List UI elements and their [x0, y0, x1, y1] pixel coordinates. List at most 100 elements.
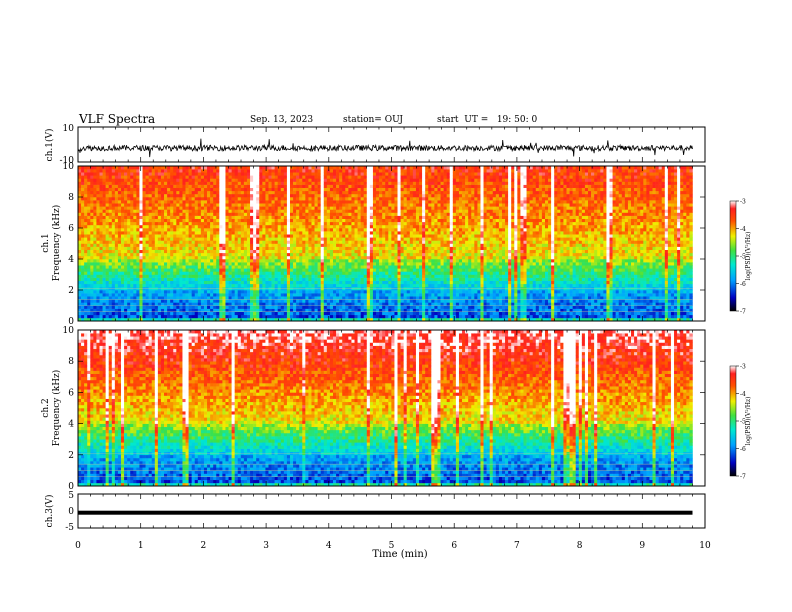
spectrogram-cell: [124, 314, 128, 319]
spectrogram-cell: [311, 209, 315, 213]
spectrogram-cell: [108, 166, 113, 170]
spectrogram-cell: [139, 228, 143, 232]
spectrogram-cell: [243, 190, 248, 195]
spectrogram-cell: [188, 181, 192, 185]
spectrogram-cell: [246, 277, 251, 281]
spectrogram-cell: [317, 190, 322, 195]
spectrogram-cell: [90, 215, 94, 219]
spectrogram-cell: [111, 243, 116, 247]
spectrogram-cell: [78, 265, 82, 269]
spectrogram-cell: [105, 308, 110, 312]
spectrogram-cell: [286, 209, 291, 213]
spectrogram-cell: [124, 231, 128, 235]
spectrogram-cell: [179, 218, 183, 223]
spectrogram-cell: [151, 221, 156, 226]
ch1-waveform-panel: 10 -10 ch.1(V): [44, 124, 706, 166]
spectrogram-cell: [203, 274, 208, 278]
spectrogram-cell: [194, 231, 199, 235]
spectrogram-cell: [145, 200, 149, 204]
spectrogram-cell: [274, 283, 278, 288]
spectrogram-cell: [207, 262, 211, 266]
spectrogram-cell: [154, 265, 159, 269]
spectrogram-cell: [329, 243, 334, 247]
spectrogram-cell: [240, 314, 245, 319]
spectrogram-cell: [240, 249, 245, 254]
spectrogram-cell: [323, 184, 328, 188]
spectrogram-cell: [265, 221, 269, 226]
spectrogram-cell: [216, 190, 220, 195]
spectrogram-cell: [136, 268, 140, 272]
spectrogram-cell: [182, 212, 186, 216]
spectrogram-cell: [311, 224, 315, 229]
spectrogram-cell: [302, 237, 306, 241]
spectrogram-cell: [185, 259, 189, 263]
spectrogram-cell: [188, 215, 192, 219]
spectrogram-cell: [329, 296, 334, 300]
spectrogram-cell: [154, 166, 159, 170]
spectrogram-cell: [84, 178, 88, 182]
spectrogram-cell: [289, 212, 294, 216]
spectrogram-cell: [164, 268, 168, 272]
spectrogram-cell: [219, 293, 223, 297]
spectrogram-cell: [130, 274, 134, 278]
spectrogram-cell: [286, 302, 291, 306]
spectrogram-cell: [366, 200, 371, 204]
spectrogram-cell: [105, 280, 110, 285]
spectrogram-cell: [259, 200, 263, 204]
spectrogram-cell: [185, 308, 189, 312]
spectrogram-cell: [81, 221, 85, 226]
spectrogram-cell: [372, 190, 377, 195]
spectrogram-cell: [124, 308, 128, 312]
spectrogram-cell: [210, 209, 214, 213]
spectrogram-cell: [108, 283, 113, 288]
spectrogram-cell: [262, 305, 266, 309]
spectrogram-cell: [246, 259, 251, 263]
spectrogram-cell: [286, 203, 291, 207]
spectrogram-cell: [326, 277, 331, 281]
spectrogram-cell: [99, 280, 103, 285]
spectrogram-cell: [326, 212, 331, 216]
spectrogram-cell: [124, 221, 128, 226]
spectrogram-cell: [348, 200, 352, 204]
spectrogram-cell: [360, 252, 365, 257]
spectrogram-cell: [342, 268, 346, 272]
spectrogram-cell: [139, 311, 143, 316]
spectrogram-cell: [108, 290, 113, 294]
spectrogram-cell: [99, 224, 103, 229]
spectrogram-cell: [369, 184, 374, 188]
spectrogram-cell: [173, 277, 177, 281]
spectrogram-cell: [170, 228, 174, 232]
spectrogram-cell: [237, 234, 242, 238]
spectrogram-cell: [182, 252, 186, 257]
spectrogram-cell: [246, 280, 251, 285]
spectrogram-cell: [237, 277, 242, 281]
spectrogram-cell: [357, 197, 361, 201]
spectrogram-cell: [142, 169, 146, 173]
spectrogram-cell: [277, 231, 282, 235]
spectrogram-cell: [222, 252, 226, 257]
spectrogram-cell: [87, 317, 91, 322]
spectrogram-cell: [246, 218, 251, 223]
spectrogram-cell: [372, 169, 377, 173]
spectrogram-cell: [339, 178, 343, 182]
spectrogram-cell: [274, 259, 278, 263]
spectrogram-cell: [108, 271, 113, 275]
spectrogram-cell: [191, 274, 196, 278]
spectrogram-cell: [133, 305, 137, 309]
spectrogram-cell: [182, 197, 186, 201]
spectrogram-cell: [256, 184, 260, 188]
spectrogram-cell: [154, 175, 159, 179]
spectrogram-cell: [246, 268, 251, 272]
spectrogram-cell: [299, 271, 303, 275]
spectrogram-cell: [210, 240, 214, 244]
spectrogram-cell: [280, 317, 285, 322]
spectrogram-cell: [265, 246, 269, 250]
spectrogram-cell: [96, 166, 100, 170]
spectrogram-cell: [176, 175, 180, 179]
spectrogram-cell: [136, 240, 140, 244]
spectrogram-cell: [207, 234, 211, 238]
spectrogram-cell: [363, 314, 368, 319]
spectrogram-cell: [157, 283, 162, 288]
spectrogram-cell: [372, 302, 377, 306]
spectrogram-cell: [213, 184, 217, 188]
